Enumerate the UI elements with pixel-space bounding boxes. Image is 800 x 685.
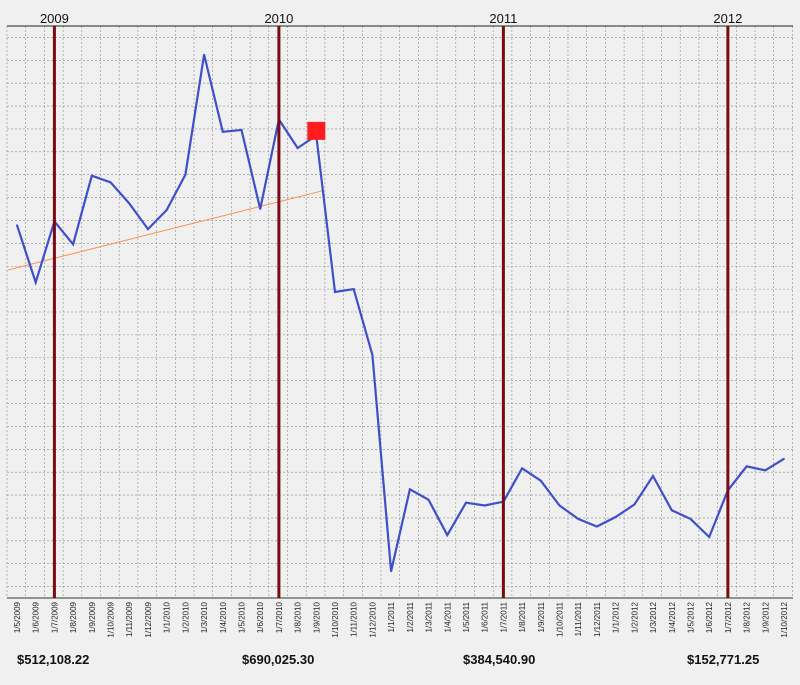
data-point — [334, 291, 336, 293]
year-label-2011: 2011 — [489, 11, 517, 26]
x-tick-label: 1/2/2011 — [406, 601, 415, 632]
x-tick-label: 1/11/2010 — [350, 601, 359, 637]
x-tick-label: 1/10/2011 — [556, 601, 565, 637]
x-tick-label: 1/7/2009 — [50, 601, 59, 633]
x-tick-label: 1/1/2011 — [387, 601, 396, 632]
x-tick-label: 1/7/2012 — [724, 601, 733, 633]
data-point — [596, 525, 598, 528]
data-point — [689, 518, 692, 520]
x-tick-label: 1/10/2010 — [331, 601, 340, 637]
highlight-marker — [307, 121, 326, 140]
x-tick-labels: 1/5/2009 1/6/2009 1/7/2009 1/8/2009 1/9/2009… — [13, 601, 789, 637]
data-point — [652, 475, 654, 477]
data-point — [558, 504, 561, 507]
x-tick-label: 1/4/2010 — [219, 601, 228, 633]
x-tick-label: 1/4/2011 — [443, 601, 452, 632]
x-tick-label: 1/4/2012 — [668, 601, 677, 633]
period-total: $152,771.25 — [687, 652, 759, 667]
year-label-2010: 2010 — [264, 11, 293, 26]
x-tick-label: 1/2/2012 — [630, 601, 639, 633]
x-tick-label: 1/2/2010 — [181, 601, 190, 633]
data-point — [446, 534, 449, 536]
data-point — [483, 504, 486, 507]
data-point — [34, 281, 37, 284]
data-point — [521, 467, 523, 470]
data-point — [296, 147, 299, 149]
data-point — [184, 173, 187, 176]
x-tick-label: 1/8/2009 — [69, 601, 78, 633]
data-point — [203, 53, 206, 56]
data-point — [371, 354, 374, 356]
x-tick-label: 1/3/2011 — [425, 601, 434, 632]
year-label-2009: 2009 — [40, 11, 69, 26]
data-point — [745, 465, 748, 468]
trend-line — [7, 190, 323, 271]
data-point — [539, 479, 542, 482]
period-total: $384,540.90 — [463, 652, 535, 667]
x-tick-label: 1/9/2010 — [312, 601, 321, 633]
data-point — [165, 209, 168, 211]
data-point — [708, 536, 711, 538]
data-point — [128, 202, 131, 205]
data-point — [221, 130, 224, 133]
period-total: $690,025.30 — [242, 652, 314, 667]
x-tick-label: 1/6/2010 — [256, 601, 265, 633]
data-point — [764, 469, 767, 472]
period-total: $512,108.22 — [17, 652, 89, 667]
grid — [6, 26, 793, 598]
x-tick-label: 1/11/2011 — [574, 601, 583, 636]
x-tick-label: 1/10/2012 — [780, 601, 789, 637]
x-tick-label: 1/11/2009 — [125, 601, 134, 637]
x-tick-label: 1/6/2011 — [481, 601, 490, 632]
series-line-0 — [15, 54, 785, 572]
data-point — [577, 518, 580, 520]
marker-layer — [307, 121, 326, 140]
x-tick-label: 1/1/2010 — [163, 601, 172, 633]
x-tick-label: 1/9/2012 — [761, 601, 770, 633]
year-label-2012: 2012 — [713, 11, 742, 26]
x-tick-label: 1/5/2011 — [462, 601, 471, 632]
period-totals: $512,108.22 $690,025.30 $384,540.90 $152,77… — [17, 652, 759, 667]
x-tick-label: 1/6/2009 — [32, 601, 41, 633]
x-tick-label: 1/6/2012 — [705, 601, 714, 633]
x-tick-label: 1/12/2009 — [144, 601, 153, 637]
x-tick-label: 1/12/2011 — [593, 601, 602, 637]
x-tick-label: 1/1/2012 — [612, 601, 621, 633]
data-point — [427, 498, 430, 501]
data-point — [259, 208, 262, 210]
data-point — [670, 509, 673, 512]
data-point — [633, 503, 636, 506]
series-layer — [15, 53, 785, 573]
data-point — [783, 457, 785, 460]
x-tick-label: 1/5/2012 — [687, 601, 696, 633]
x-tick-label: 1/9/2009 — [88, 601, 97, 633]
x-tick-label: 1/7/2010 — [275, 601, 284, 633]
data-point — [614, 516, 617, 518]
data-point — [90, 174, 93, 177]
x-tick-label: 1/3/2012 — [649, 601, 658, 633]
data-point — [390, 570, 392, 573]
x-tick-label: 1/5/2010 — [238, 601, 247, 633]
data-point — [465, 501, 467, 504]
data-point — [147, 228, 149, 231]
trend-layer — [7, 190, 323, 271]
x-tick-label: 1/10/2009 — [107, 601, 116, 637]
x-tick-label: 1/12/2010 — [368, 601, 377, 637]
data-point — [72, 243, 74, 246]
year-markers: 2009 2010 2011 2012 — [40, 11, 742, 598]
x-tick-label: 1/8/2012 — [743, 601, 752, 633]
x-tick-label: 1/8/2010 — [294, 601, 303, 633]
data-point — [240, 129, 243, 131]
x-tick-label: 1/3/2010 — [200, 601, 209, 633]
x-tick-label: 1/8/2011 — [518, 601, 527, 632]
x-tick-label: 1/7/2011 — [499, 601, 508, 632]
data-point — [109, 181, 112, 184]
x-tick-label: 1/5/2009 — [13, 601, 22, 633]
x-tick-label: 1/9/2011 — [537, 601, 546, 632]
data-point — [16, 224, 18, 227]
data-point — [409, 488, 411, 491]
data-point — [352, 288, 355, 290]
